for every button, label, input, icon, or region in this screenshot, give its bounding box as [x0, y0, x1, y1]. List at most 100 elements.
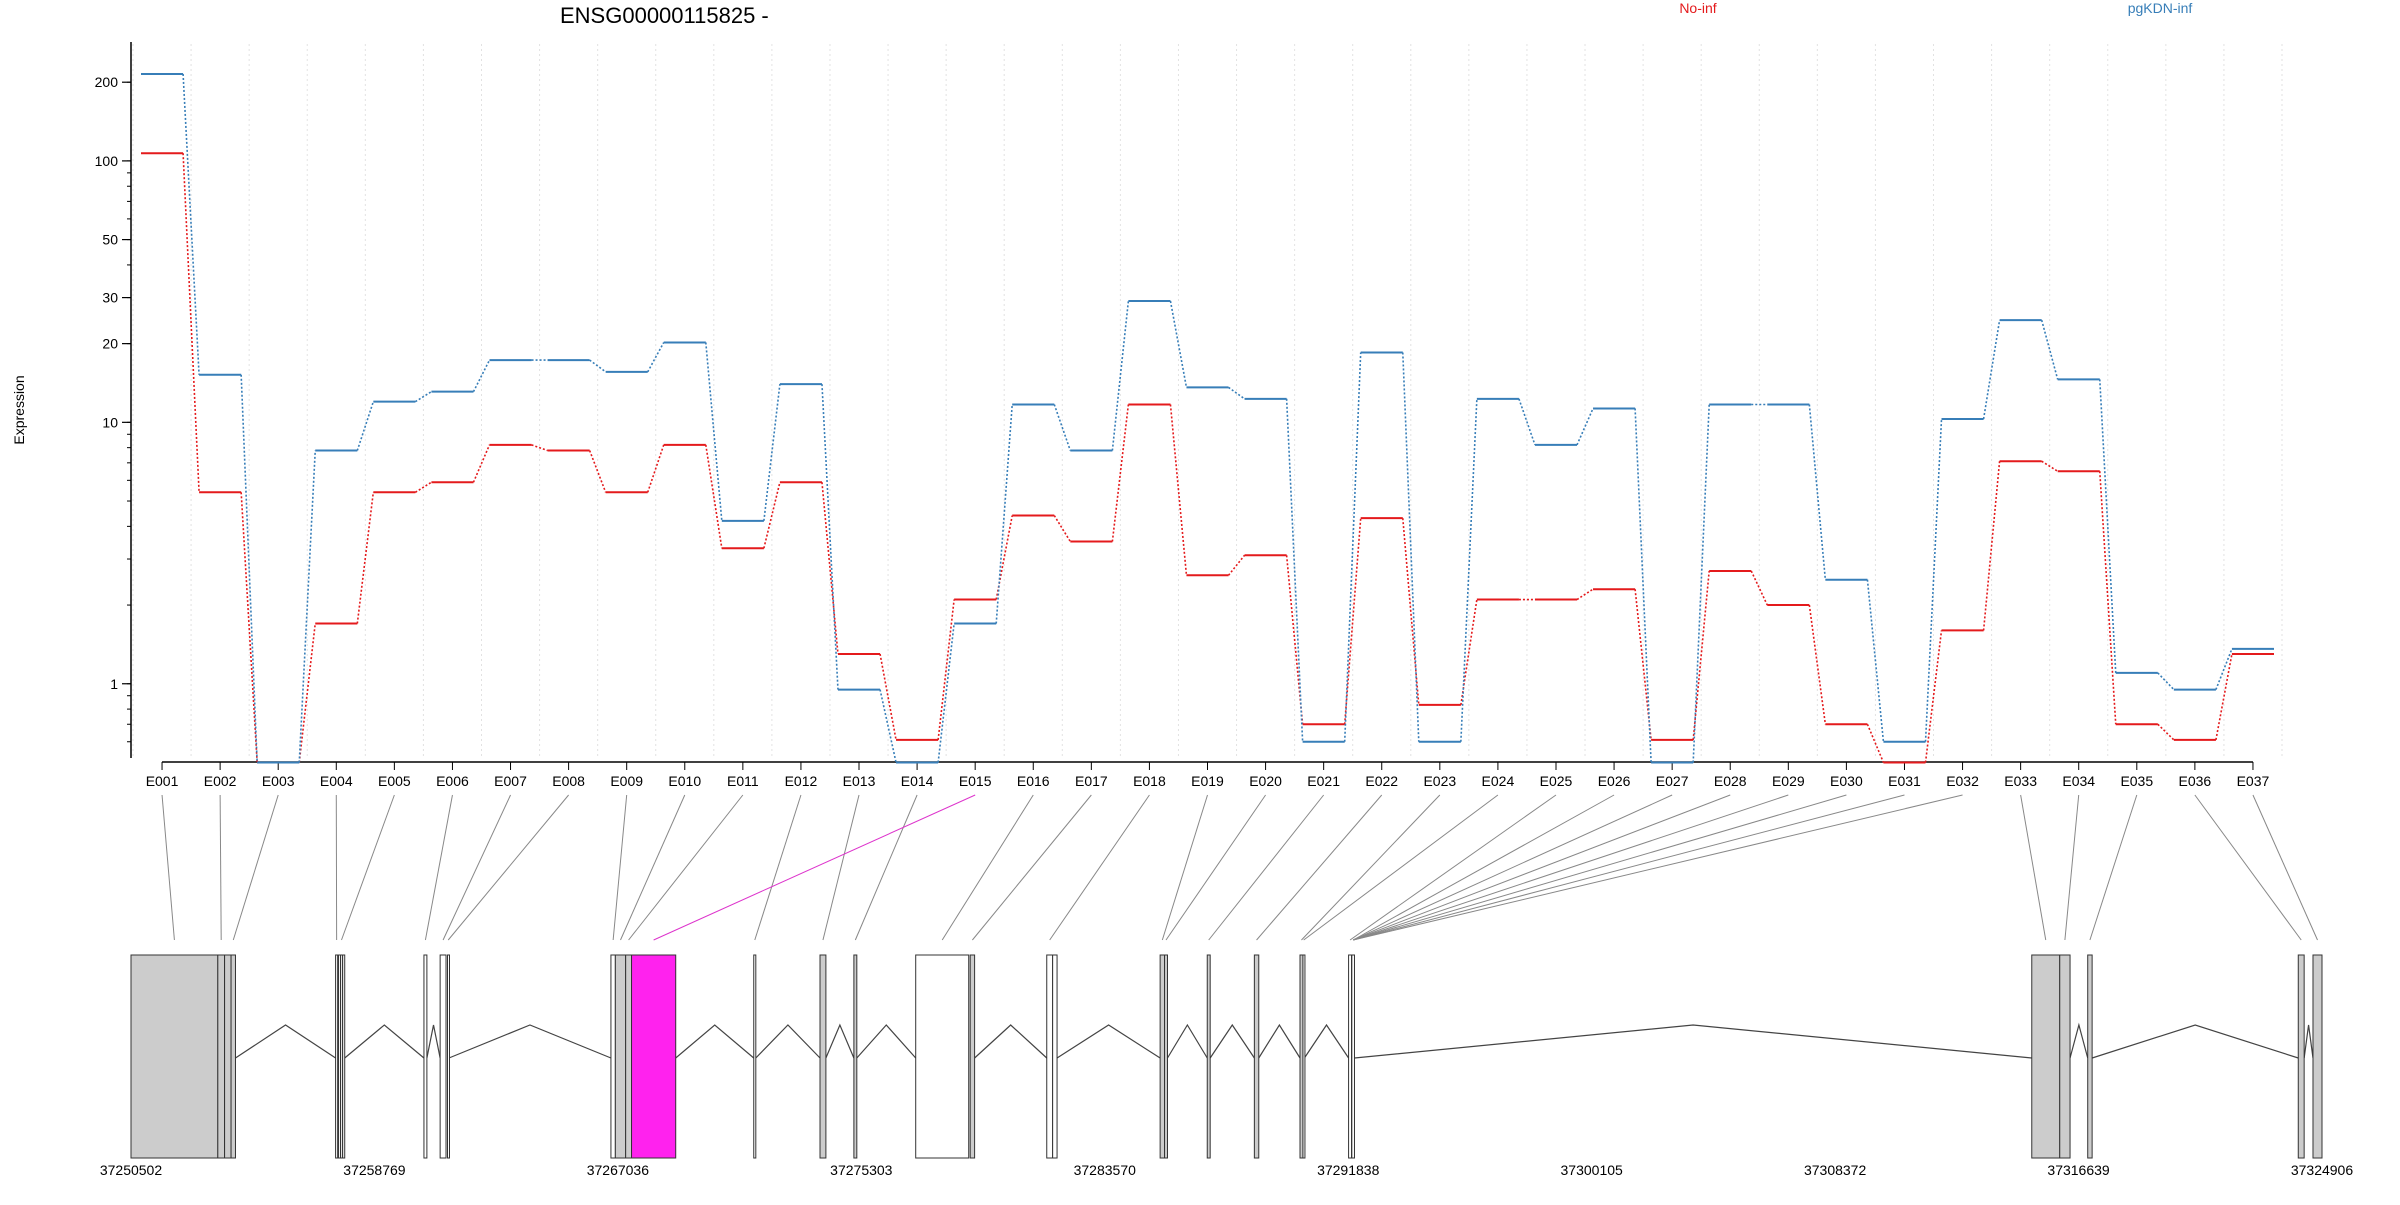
intron-line	[756, 1025, 820, 1058]
chart-title: ENSG00000115825 -	[560, 3, 769, 28]
exon-connector	[448, 795, 568, 940]
series-step	[880, 654, 896, 740]
exon-connector	[823, 795, 859, 940]
exon-connector	[1350, 795, 1556, 940]
x-tick-label: E021	[1307, 773, 1340, 789]
x-tick-label: E013	[843, 773, 876, 789]
exon-box	[1349, 955, 1352, 1158]
x-tick-label: E017	[1075, 773, 1108, 789]
x-tick-label: E037	[2237, 773, 2270, 789]
intron-line	[676, 1025, 754, 1058]
x-tick-label: E014	[901, 773, 934, 789]
exon-connector	[1257, 795, 1382, 940]
x-tick-label: E018	[1133, 773, 1166, 789]
legend-no-inf: No-inf	[1679, 0, 1716, 16]
exon-connector	[1353, 795, 1962, 940]
coordinate-label: 37275303	[830, 1162, 893, 1178]
x-tick-label: E001	[146, 773, 179, 789]
x-tick-label: E020	[1249, 773, 1282, 789]
series-step	[1809, 605, 1825, 724]
exon-connector	[942, 795, 1033, 940]
series-step	[822, 482, 838, 654]
highlight-exon-box	[632, 955, 676, 1158]
y-tick-label: 20	[102, 336, 118, 352]
exon-connector	[972, 795, 1091, 940]
series-step	[1054, 405, 1070, 451]
coordinate-label: 37308372	[1804, 1162, 1867, 1178]
exon-connector	[220, 795, 221, 940]
exon-box	[2060, 955, 2070, 1158]
x-tick-label: E009	[610, 773, 643, 789]
exon-connector	[1162, 795, 1207, 940]
intron-line	[449, 1025, 611, 1058]
intron-line	[826, 1025, 854, 1058]
exon-connector	[629, 795, 743, 940]
exon-box	[2032, 955, 2060, 1158]
x-tick-label: E028	[1714, 773, 1747, 789]
series-pgkdn-inf	[141, 74, 2274, 762]
x-tick-label: E002	[204, 773, 237, 789]
x-tick-label: E027	[1656, 773, 1689, 789]
y-tick-label: 30	[102, 290, 118, 306]
exon-box	[615, 955, 625, 1158]
exon-connector	[1353, 795, 1904, 940]
x-tick-label: E003	[262, 773, 295, 789]
exon-box	[970, 955, 974, 1158]
exon-box	[1207, 955, 1210, 1158]
x-tick-label: E034	[2062, 773, 2095, 789]
exon-box	[1165, 955, 1168, 1158]
series-step	[357, 492, 373, 623]
coordinate-label: 37316639	[2047, 1162, 2110, 1178]
x-tick-label: E008	[552, 773, 585, 789]
x-tick-label: E016	[1017, 773, 1050, 789]
exon-box	[916, 955, 969, 1158]
x-tick-label: E019	[1191, 773, 1224, 789]
intron-line	[1354, 1025, 2031, 1058]
intron-line	[1304, 1025, 1348, 1058]
exon-box	[336, 955, 338, 1158]
x-tick-label: E007	[494, 773, 527, 789]
exon-connector	[1166, 795, 1266, 940]
series-step	[2100, 379, 2116, 673]
series-step	[648, 343, 664, 372]
y-axis-label: Expression	[11, 375, 27, 444]
series-step	[764, 482, 780, 548]
exon-box	[820, 955, 826, 1158]
coordinate-label: 37250502	[100, 1162, 163, 1178]
legend-pgkdn-inf: pgKDN-inf	[2128, 0, 2193, 16]
exon-connector	[425, 795, 452, 940]
x-tick-label: E036	[2179, 773, 2212, 789]
exon-connector	[1353, 795, 1846, 940]
exon-connector	[162, 795, 174, 940]
exon-connector	[341, 795, 394, 940]
intron-line	[1259, 1025, 1300, 1058]
intron-line	[235, 1025, 335, 1058]
x-tick-label: E035	[2120, 773, 2153, 789]
series-step	[590, 451, 606, 493]
exon-box	[1053, 955, 1057, 1158]
exon-connector	[1050, 795, 1150, 940]
coordinate-label: 37324906	[2291, 1162, 2354, 1178]
x-tick-label: E026	[1598, 773, 1631, 789]
x-tick-label: E005	[378, 773, 411, 789]
intron-line	[1057, 1025, 1160, 1058]
exon-box	[754, 955, 756, 1158]
coordinate-label: 37291838	[1317, 1162, 1380, 1178]
series-no-inf	[141, 153, 2274, 762]
exon-box	[2088, 955, 2092, 1158]
x-tick-label: E004	[320, 773, 353, 789]
exon-box	[343, 955, 345, 1158]
x-tick-label: E015	[959, 773, 992, 789]
intron-line	[1210, 1025, 1254, 1058]
x-tick-label: E031	[1888, 773, 1921, 789]
exon-box	[218, 955, 225, 1158]
exon-connector	[233, 795, 278, 940]
intron-line	[2092, 1025, 2298, 1058]
coordinate-label: 37283570	[1074, 1162, 1137, 1178]
intron-line	[345, 1025, 424, 1058]
exon-box	[2298, 955, 2304, 1158]
y-tick-label: 1	[110, 676, 118, 692]
